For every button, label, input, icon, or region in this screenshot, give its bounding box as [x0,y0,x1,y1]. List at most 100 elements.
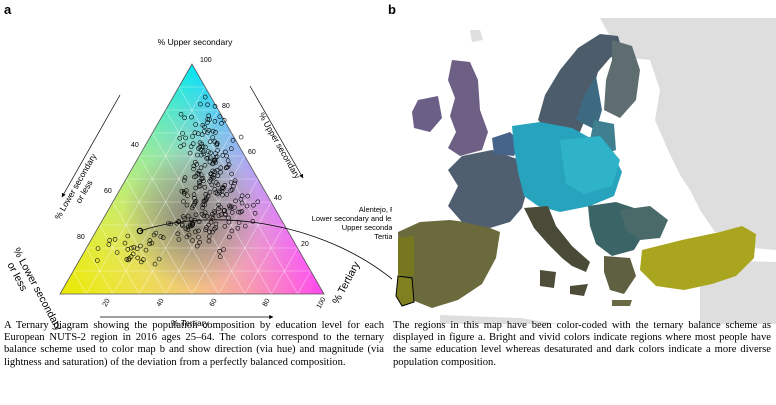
region-point [182,177,187,183]
region-point [206,149,211,154]
region-point [209,214,214,220]
region-point [198,165,204,171]
region-point [212,104,218,109]
region-point [230,138,236,143]
region-point [156,256,162,262]
region-point [195,152,200,158]
region-point [212,157,218,163]
region-point [212,169,218,174]
region-point [191,192,197,197]
region-point [201,151,207,157]
region-point [202,184,208,190]
region-point [232,178,238,183]
grid-line [86,86,206,294]
region-point [188,217,194,222]
region-point [114,250,120,255]
region-point [229,210,235,215]
region-point [160,235,166,240]
tick-right-80: 80 [222,103,230,110]
region-point [238,134,244,140]
region-point [208,177,214,182]
region-point [222,183,228,188]
region-point [235,225,241,231]
region-point [198,172,204,177]
region-point [158,234,164,239]
map-spain [398,220,500,308]
tick-bottom-80: 80 [262,298,272,308]
region-point [242,223,248,229]
region-point [197,140,203,145]
region-point [212,187,217,192]
region-point [205,120,210,125]
region-point [213,225,219,230]
region-point [219,121,224,126]
region-point [196,219,202,224]
tick-right-20: 20 [301,241,309,248]
region-point [229,228,235,234]
region-point [198,101,203,107]
region-point [210,135,215,140]
region-point [211,175,216,181]
region-point [188,144,194,149]
region-point [210,212,215,217]
region-point [217,114,223,119]
region-point [192,159,198,165]
region-point [178,111,184,117]
region-point [227,234,232,240]
region-point [229,187,235,192]
region-point [195,243,200,249]
region-point [125,233,131,239]
region-point [225,158,231,163]
region-point [255,199,261,205]
region-point [190,141,196,146]
map-alentejo [395,275,415,307]
region-point [193,199,199,204]
region-point [215,191,220,197]
region-point [176,237,182,242]
map-portugal [398,236,414,276]
region-point [112,237,118,242]
tick-bottom-60: 60 [209,298,219,308]
region-point [131,244,137,250]
alentejo-point [136,227,144,235]
region-point [200,205,205,211]
region-point [205,155,211,161]
region-point [181,199,186,204]
region-point [227,205,233,211]
ternary-triangle [59,63,325,295]
region-point [152,261,158,267]
region-point [206,128,212,133]
caption-b: The regions in this map have been color-… [393,320,771,368]
region-point [185,213,191,219]
region-point [210,128,216,134]
map-finland [604,40,640,118]
region-point [223,149,228,155]
tick-left-40: 40 [131,142,139,149]
region-point [147,238,153,243]
region-point [206,222,211,228]
region-point [107,237,112,243]
map-benelux [492,132,520,156]
region-point [135,255,140,261]
region-points [95,94,261,267]
region-point [250,218,256,224]
region-point [231,184,236,189]
region-point [197,145,202,150]
region-point [229,204,234,210]
edge-right-arrow [249,85,304,179]
region-point [218,254,223,259]
tick-bottom-100: 100 [316,296,328,310]
grid-line [297,270,312,294]
region-point [210,229,215,235]
region-point [128,254,134,260]
map-poland [560,136,620,194]
region-point [197,179,202,184]
region-point [238,209,243,215]
region-point [214,154,220,159]
alentejo-connector [139,219,399,285]
region-point [208,150,213,156]
region-point [106,242,112,247]
region-point [185,227,191,232]
region-point [233,198,238,204]
